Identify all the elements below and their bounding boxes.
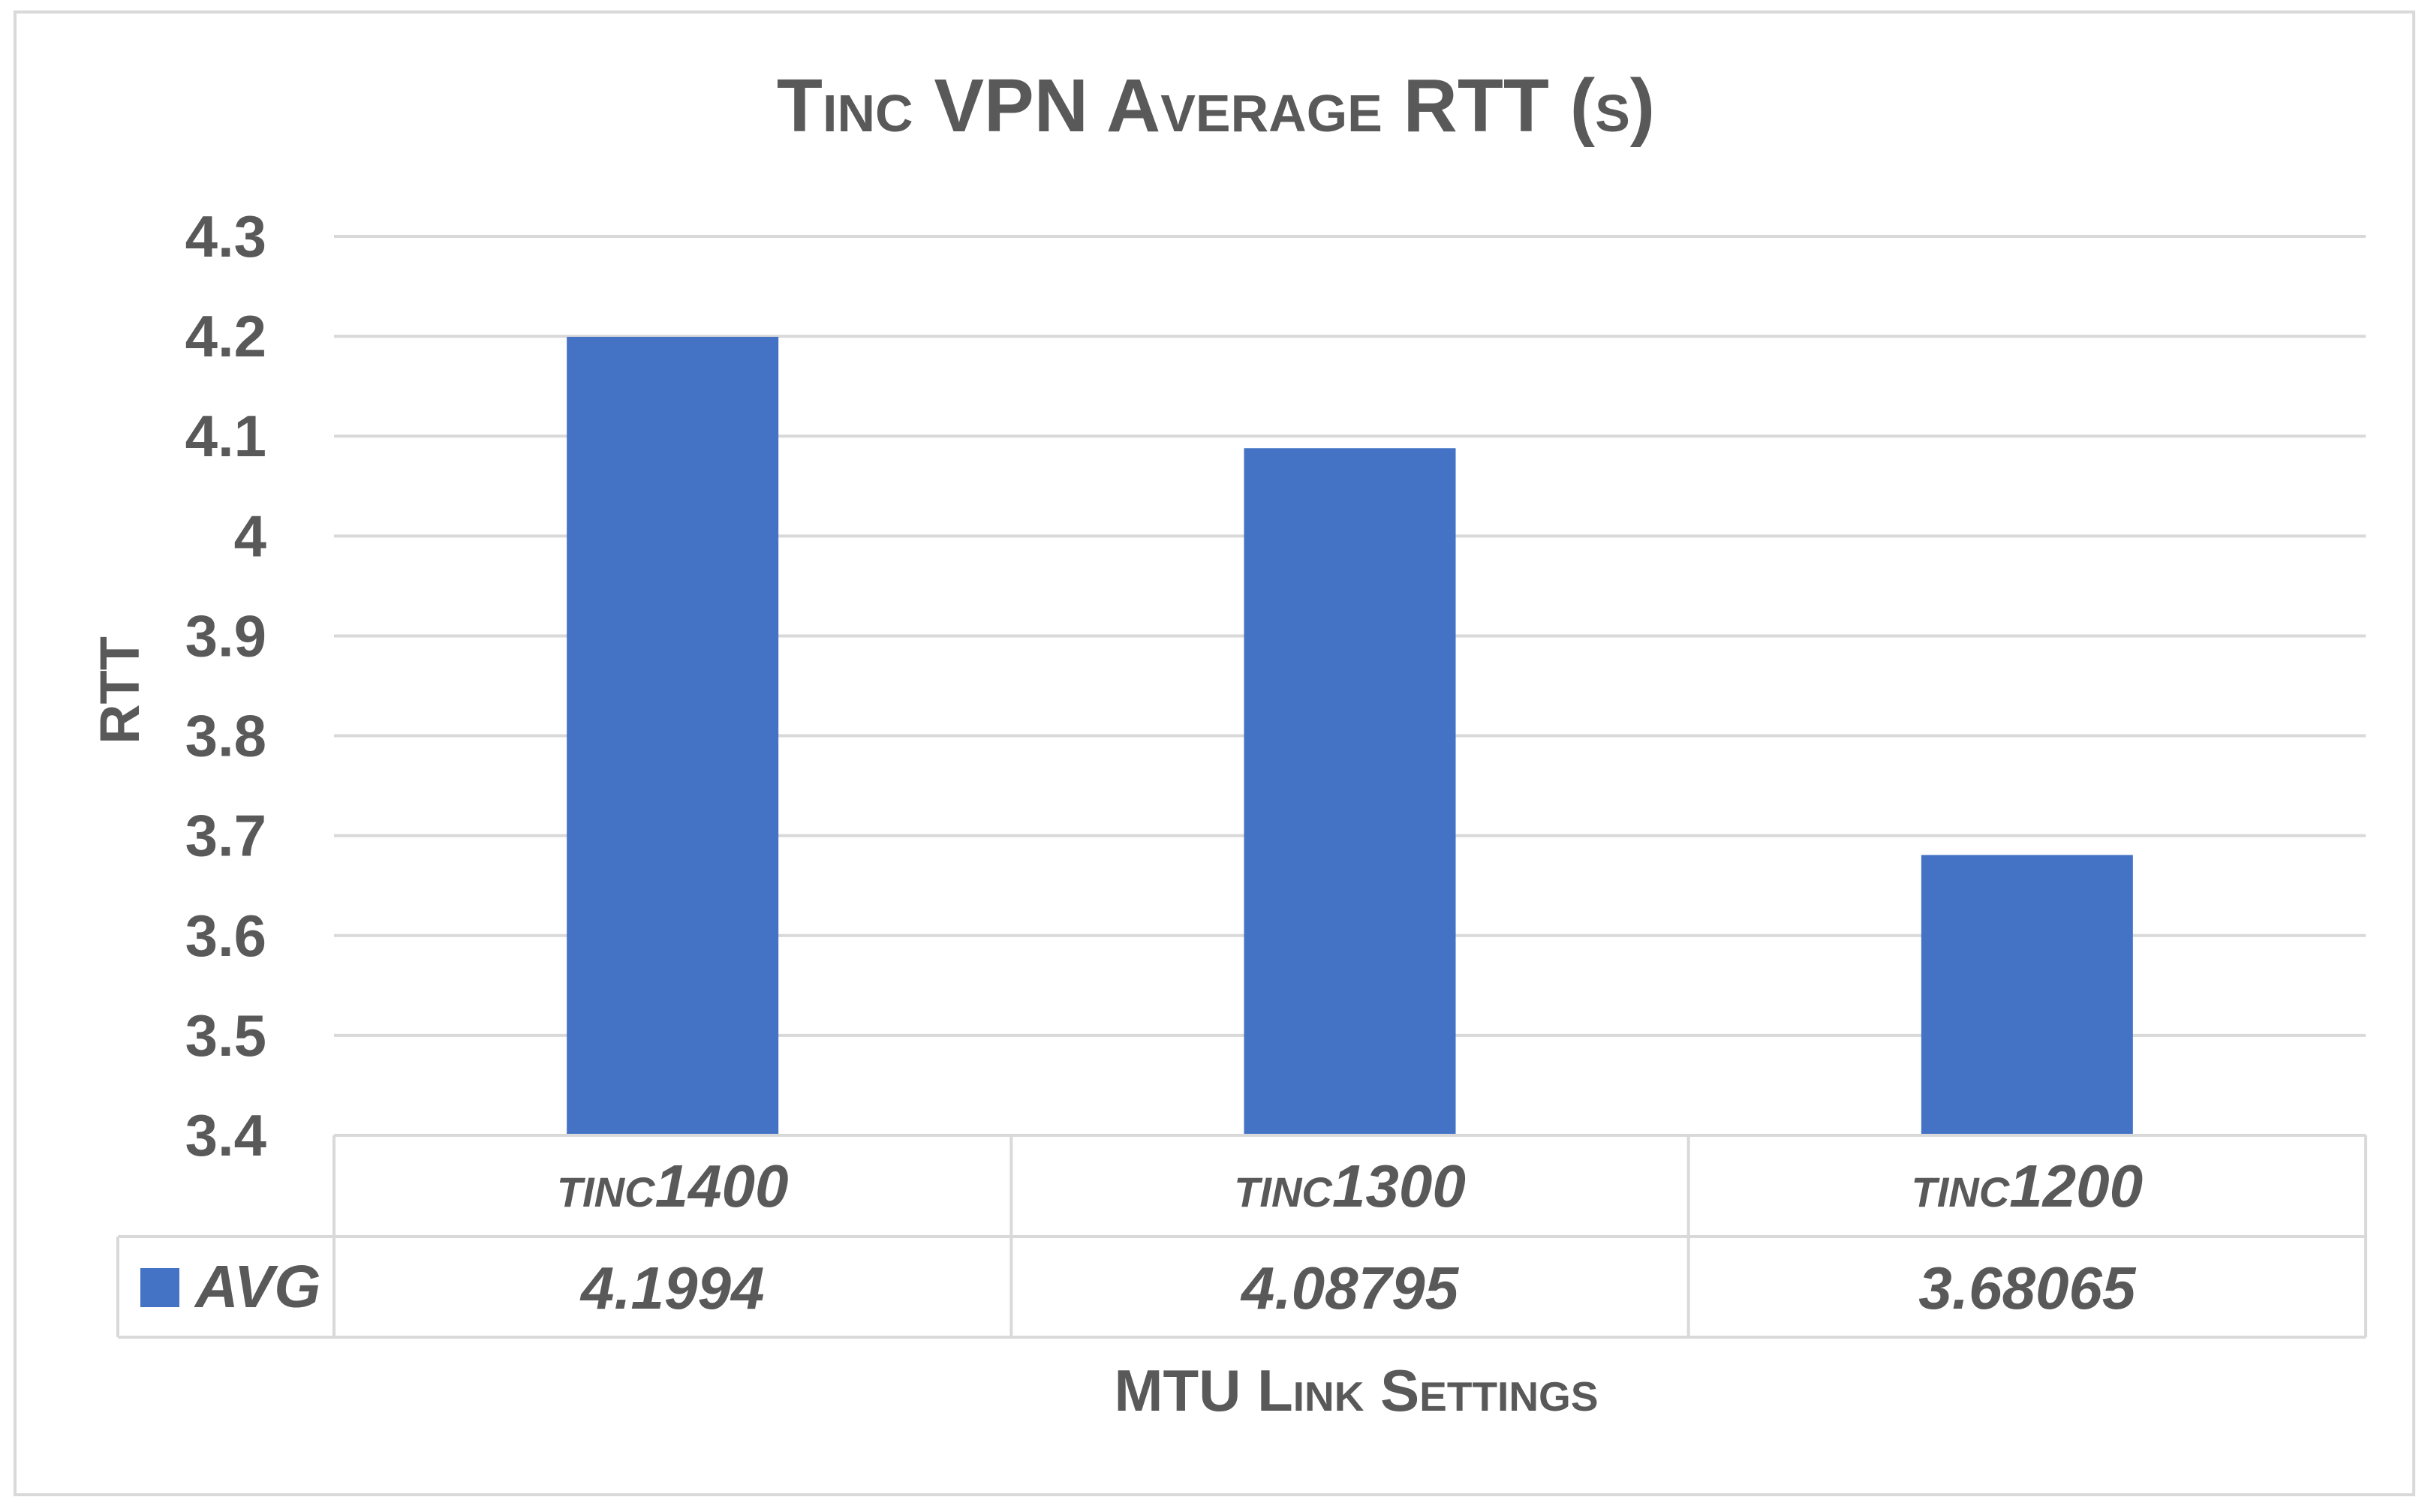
- legend-swatch: [140, 1268, 179, 1307]
- data-label: 3.68065: [1918, 1255, 2137, 1321]
- y-tick-label: 3.4: [185, 1102, 266, 1168]
- y-tick-label: 4.3: [185, 203, 266, 269]
- data-label: 4.08795: [1240, 1255, 1460, 1321]
- bars: [567, 336, 2133, 1135]
- y-tick-label: 3.8: [185, 703, 266, 769]
- y-tick-label: 3.9: [185, 603, 266, 669]
- chart-frame: [14, 11, 2415, 1496]
- x-tick-label: tinc1200: [1912, 1153, 2144, 1219]
- data-label: 4.1994: [579, 1255, 765, 1321]
- legend-label: AVG: [194, 1253, 320, 1320]
- y-axis-title: RTT: [89, 636, 151, 744]
- y-tick-label: 3.6: [185, 903, 266, 969]
- bar: [567, 336, 779, 1135]
- x-axis-title: MTU Link Settings: [1114, 1357, 1598, 1423]
- y-tick-label: 4: [234, 503, 266, 569]
- y-tick-label: 4.2: [185, 303, 266, 369]
- x-tick-label: tinc1300: [1234, 1153, 1466, 1219]
- bar: [1921, 855, 2133, 1135]
- bar: [1244, 448, 1456, 1135]
- y-tick-labels: 3.4 3.5 3.6 3.7 3.8 3.9 4 4.1 4.2 4.3: [185, 203, 266, 1168]
- y-tick-label: 3.7: [185, 803, 266, 869]
- chart-title: Tinc VPN Average RTT (s): [777, 64, 1655, 148]
- y-tick-label: 3.5: [185, 1002, 266, 1069]
- data-table: tinc1400 4.1994 tinc1300 4.08795 tinc1200 3.6…: [116, 1134, 2367, 1339]
- x-tick-label: tinc1400: [557, 1153, 789, 1219]
- y-tick-label: 4.1: [185, 403, 266, 469]
